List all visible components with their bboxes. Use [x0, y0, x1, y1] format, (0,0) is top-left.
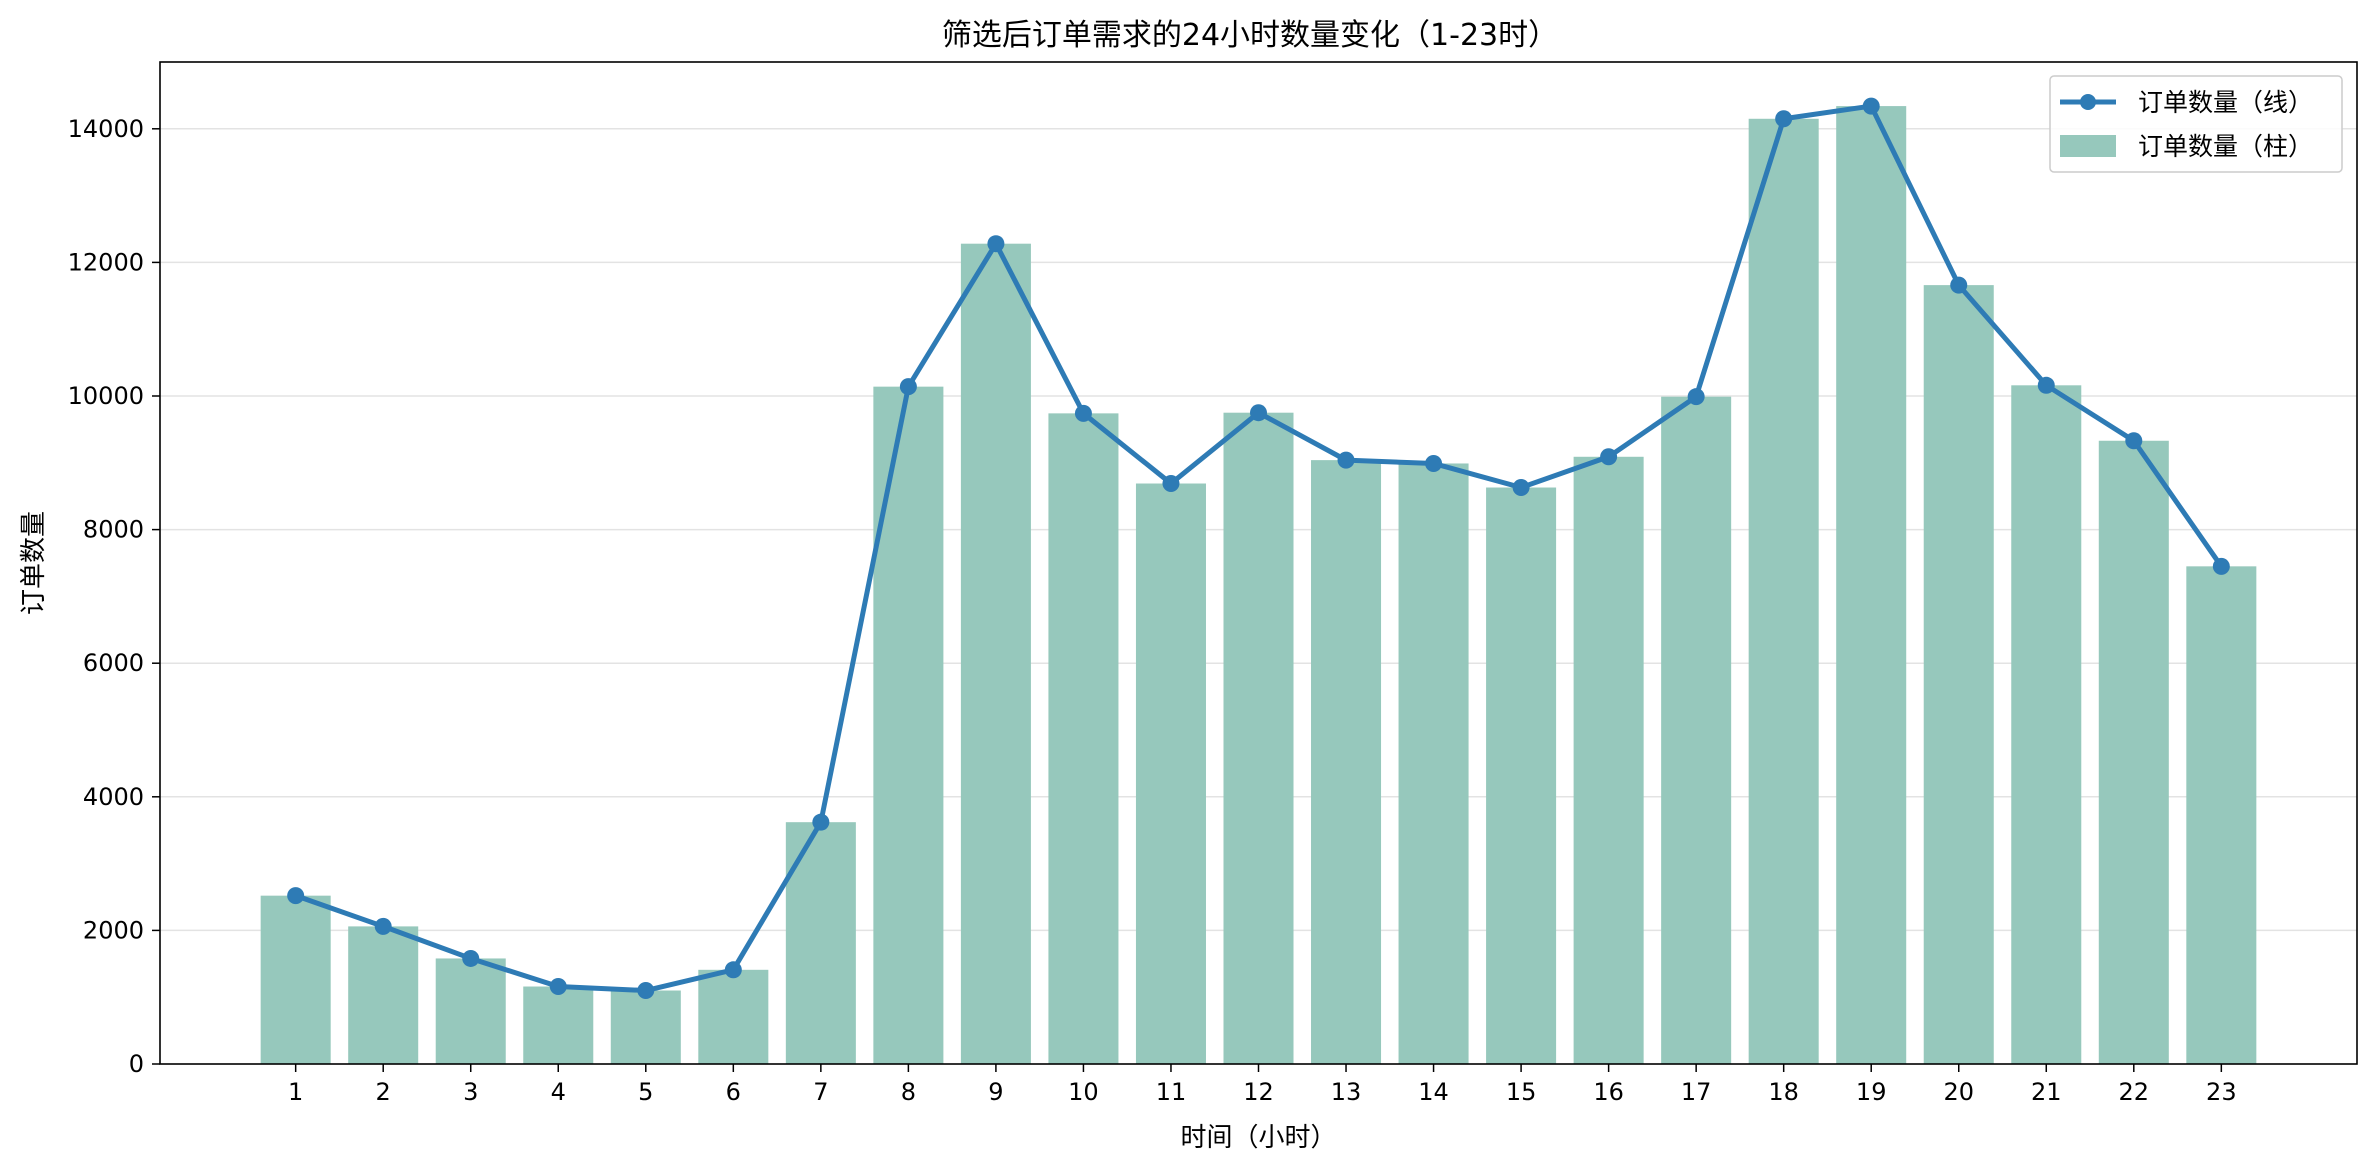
line-point — [374, 917, 392, 935]
x-tick-label: 10 — [1068, 1078, 1099, 1106]
x-tick-label: 1 — [288, 1078, 303, 1106]
bar — [2098, 440, 2169, 1065]
bar — [1223, 412, 1294, 1064]
legend-line-label: 订单数量（线） — [2138, 88, 2313, 117]
line-point — [1600, 448, 1618, 466]
line-point — [1775, 110, 1793, 128]
legend-bar-swatch — [2060, 135, 2116, 157]
x-tick-label: 23 — [2206, 1078, 2237, 1106]
legend-line-marker — [2080, 94, 2096, 110]
line-point — [1337, 451, 1355, 469]
y-tick-label: 14000 — [68, 115, 144, 143]
y-tick-label: 2000 — [83, 916, 144, 944]
x-tick-label: 14 — [1418, 1078, 1449, 1106]
x-tick-label: 4 — [551, 1078, 566, 1106]
bar — [2186, 566, 2257, 1064]
line-point — [2037, 376, 2055, 394]
legend: 订单数量（线） 订单数量（柱） — [2049, 75, 2343, 173]
line-point — [1950, 276, 1968, 294]
line-point — [462, 949, 480, 967]
bar — [435, 958, 506, 1064]
x-tick-label: 9 — [988, 1078, 1003, 1106]
bar — [1661, 396, 1732, 1065]
y-axis-title: 订单数量 — [19, 511, 49, 615]
y-tick-label: 4000 — [83, 783, 144, 811]
bar — [348, 926, 419, 1064]
chart-title: 筛选后订单需求的24小时数量变化（1-23时） — [942, 18, 1558, 53]
bar — [1135, 483, 1206, 1064]
x-tick-label: 16 — [1593, 1078, 1624, 1106]
bar — [1311, 460, 1382, 1064]
bar — [1048, 413, 1119, 1064]
line-point — [549, 978, 567, 996]
bar — [610, 990, 681, 1064]
bar — [960, 243, 1031, 1065]
line-point — [724, 961, 742, 979]
x-tick-label: 13 — [1331, 1078, 1362, 1106]
x-tick-label: 18 — [1768, 1078, 1799, 1106]
legend-box — [2049, 75, 2343, 173]
line-point — [1162, 475, 1180, 493]
bar — [1748, 118, 1819, 1064]
bar — [260, 895, 331, 1064]
x-tick-label: 12 — [1243, 1078, 1274, 1106]
y-tick-label: 6000 — [83, 649, 144, 677]
y-tick-label: 8000 — [83, 516, 144, 544]
x-tick-label: 17 — [1681, 1078, 1712, 1106]
line-point — [1074, 404, 1092, 422]
bar — [2011, 385, 2082, 1064]
line-series — [287, 97, 2230, 1000]
x-tick-label: 11 — [1156, 1078, 1187, 1106]
line-point — [2125, 432, 2143, 450]
line-point — [2212, 557, 2230, 575]
x-tick-label: 6 — [726, 1078, 741, 1106]
bar — [1923, 285, 1994, 1064]
y-tick-label: 10000 — [68, 382, 144, 410]
bar — [523, 986, 594, 1064]
line-point — [637, 982, 655, 1000]
x-tick-label: 20 — [1943, 1078, 1974, 1106]
legend-bar-label: 订单数量（柱） — [2138, 132, 2313, 161]
line-point — [287, 887, 305, 905]
line-point — [899, 378, 917, 396]
bar — [1398, 463, 1469, 1064]
line-point — [1250, 404, 1267, 422]
x-tick-label: 2 — [376, 1078, 391, 1106]
line-point — [987, 235, 1005, 253]
x-axis: 1 2 3 4 5 6 7 8 9 10 11 12 13 14 15 16 17 18 19 20 21 22 23 — [288, 1064, 2237, 1106]
bar — [698, 969, 769, 1064]
bar — [1486, 487, 1557, 1064]
y-tick-label: 12000 — [68, 248, 144, 276]
line-point — [1512, 479, 1530, 497]
x-tick-label: 7 — [813, 1078, 828, 1106]
y-tick-label: 0 — [129, 1050, 144, 1078]
bar — [873, 386, 944, 1064]
x-tick-label: 8 — [901, 1078, 916, 1106]
line-point — [1425, 454, 1443, 472]
x-axis-title: 时间（小时） — [1180, 1123, 1336, 1153]
y-axis: 0 2000 4000 6000 8000 10000 12000 14000 — [68, 115, 160, 1078]
bar-series — [260, 106, 2257, 1065]
line-point — [1687, 388, 1705, 406]
x-tick-label: 19 — [1856, 1078, 1887, 1106]
bar — [1836, 106, 1907, 1064]
x-tick-label: 22 — [2119, 1078, 2150, 1106]
x-tick-label: 21 — [2031, 1078, 2062, 1106]
x-tick-label: 3 — [463, 1078, 478, 1106]
line-point — [1862, 97, 1880, 115]
bar — [1573, 456, 1644, 1065]
bar — [785, 822, 856, 1064]
line-point — [812, 813, 830, 831]
x-tick-label: 15 — [1506, 1078, 1537, 1106]
x-tick-label: 5 — [638, 1078, 653, 1106]
